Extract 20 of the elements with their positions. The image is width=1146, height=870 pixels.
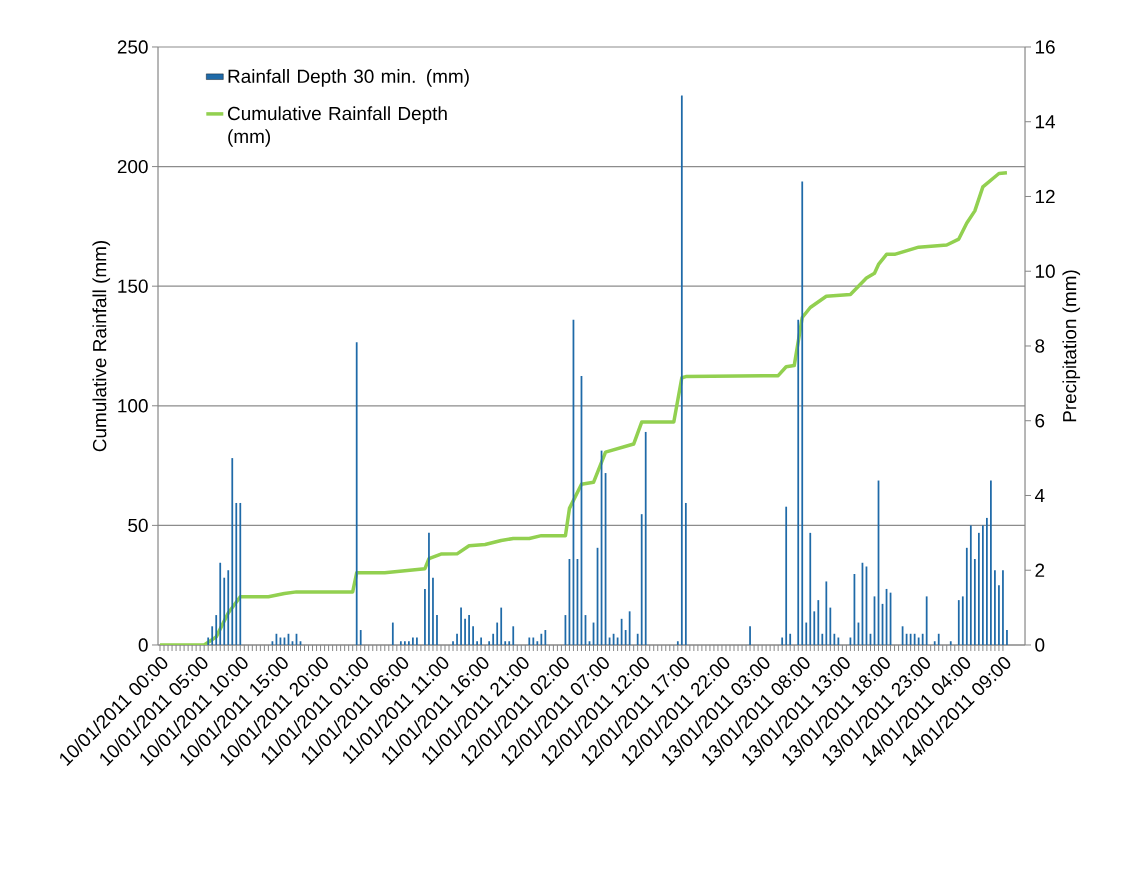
y2-tick-label: 14 [1035, 115, 1056, 129]
y2-tick-label: 10 [1035, 264, 1055, 278]
y-tick-label: 50 [128, 518, 148, 533]
y-tick-label: 100 [118, 399, 148, 413]
y2-tick-label: 12 [1035, 189, 1055, 204]
y-tick-label: 200 [117, 159, 148, 174]
y2-tick-label: 6 [1035, 414, 1045, 428]
legend-label: Cumulative Rainfall Depth (mm) [228, 106, 447, 147]
legend-label: Rainfall Depth 30 min. (mm) [228, 69, 469, 87]
y-tick-label: 250 [117, 40, 148, 54]
y-axis-title: Cumulative Rainfall (mm) [92, 240, 111, 452]
y2-tick-label: 16 [1035, 40, 1055, 54]
y2-tick-label: 0 [1035, 638, 1045, 652]
y-tick-label: 0 [138, 638, 148, 652]
y-tick-label: 150 [118, 279, 148, 293]
y2-tick-label: 8 [1035, 339, 1045, 353]
y2-tick-label: 2 [1035, 563, 1045, 577]
y2-tick-label: 4 [1034, 488, 1045, 502]
line-series [158, 171, 1009, 645]
y2-axis-title: Precipitation (mm) [1062, 270, 1081, 422]
